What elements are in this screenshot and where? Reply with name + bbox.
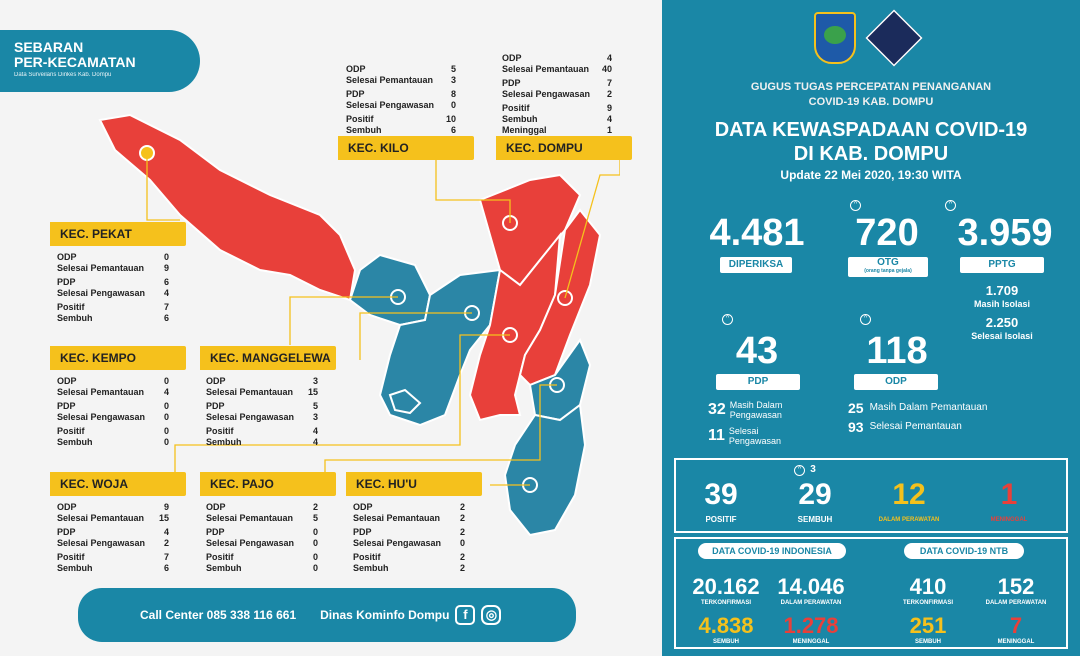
call-center-link[interactable]: Call Center 085 338 116 661 xyxy=(140,608,297,622)
otg-label: OTG (orang tanpa gejala) xyxy=(848,257,928,277)
page-title: DATA KEWASPADAAN COVID-19 DI KAB. DOMPU xyxy=(714,119,1028,165)
positif-value: 39 xyxy=(704,478,738,511)
rawat-label: DALAM PERAWATAN xyxy=(878,517,940,523)
pptg-label: PPTG xyxy=(960,257,1044,273)
diperiksa-label: DIPERIKSA xyxy=(720,257,792,273)
rawat-value: 12 xyxy=(892,478,926,511)
map-woja[interactable] xyxy=(468,231,562,422)
indo-sembuh-value: 4.838 xyxy=(698,613,754,638)
map-island xyxy=(388,388,422,415)
ntb-men-value: 7 xyxy=(1009,613,1023,638)
meninggal-label: MENINGGAL xyxy=(990,517,1028,523)
dinas-label: Dinas Kominfo Dompu xyxy=(320,608,450,622)
map-kempo[interactable] xyxy=(348,253,432,327)
stats-huu: ODP 2 Selesai Pemantauan 2 PDP 2 Selesai Pe… xyxy=(353,502,465,573)
ntb-konf-label: TERKONFIRMASI xyxy=(903,600,953,606)
up-arrow-icon: ^ xyxy=(850,200,861,211)
sembuh-value: 29 xyxy=(798,478,832,511)
meninggal-value: 1 xyxy=(1000,478,1018,511)
ntb-sembuh-label: SEMBUH xyxy=(914,639,941,645)
header-source: Data Surveilans Dinkes Kab. Dompu xyxy=(14,72,112,78)
leader-pekat xyxy=(146,153,180,221)
pptg-value: 3.959 xyxy=(957,212,1053,254)
selesai-isolasi: 2.250 Selesai Isolasi xyxy=(971,315,1033,342)
tab-indonesia[interactable]: DATA COVID-19 INDONESIA xyxy=(698,543,846,559)
tag-pekat[interactable]: KEC. PEKAT xyxy=(50,222,186,246)
header-title-1: SEBARAN xyxy=(14,39,84,55)
pdp-selesai: 11 Selesai Pengawasan xyxy=(708,426,781,446)
indo-rawat-label: DALAM PERAWATAN xyxy=(780,600,842,606)
ntb-konf-value: 410 xyxy=(909,574,947,599)
ntb-men-label: MENINGGAL xyxy=(997,639,1035,645)
task-force-logo xyxy=(865,9,923,67)
stats-pekat: ODP 0 Selesai Pemantauan 9 PDP 6 Selesai Pe… xyxy=(57,252,169,323)
leader-pajo xyxy=(324,384,557,475)
logos xyxy=(814,9,923,68)
leader-kempo xyxy=(289,296,398,345)
stats-kempo: ODP 0 Selesai Pemantauan 4 PDP 0 Selesai Pe… xyxy=(57,376,169,447)
leader-manggelewa xyxy=(359,312,472,360)
up-arrow-icon: ^ xyxy=(722,314,733,325)
update-time: Update 22 Mei 2020, 19:30 WITA xyxy=(780,168,962,182)
tag-dompu[interactable]: KEC. DOMPU xyxy=(496,136,632,160)
stats-kilo: ODP 5 Selesai Pemantauan 3 PDP 8 Selesai Pe… xyxy=(346,64,456,135)
dompu-logo xyxy=(814,12,856,64)
tag-kilo[interactable]: KEC. KILO xyxy=(338,136,474,160)
ntb-rawat-value: 152 xyxy=(997,574,1035,599)
odp-value: 118 xyxy=(866,330,928,372)
isolasi: 1.709 Masih Isolasi xyxy=(973,283,1031,310)
summary-panel: GUGUS TUGAS PERCEPATAN PENANGANAN COVID-… xyxy=(662,0,1080,656)
sembuh-increase: 3 xyxy=(810,464,816,475)
diperiksa-value: 4.481 xyxy=(709,212,805,254)
footer-bar: Call Center 085 338 116 661 Dinas Kominf… xyxy=(78,588,576,642)
map-huu[interactable] xyxy=(503,403,587,537)
stats-manggelewa: ODP 3 Selesai Pemantauan 15 PDP 5 Selesai P… xyxy=(206,376,318,447)
indo-konf-value: 20.162 xyxy=(692,574,760,599)
up-arrow-icon: ^ xyxy=(945,200,956,211)
positif-label: POSITIF xyxy=(705,515,737,524)
indo-men-value: 1.278 xyxy=(783,613,839,638)
otg-value: 720 xyxy=(855,212,919,254)
indo-men-label: MENINGGAL xyxy=(792,639,830,645)
sembuh-label: SEMBUH xyxy=(797,515,833,524)
district-map xyxy=(98,113,620,537)
odp-masih: 25 Masih Dalam Pemantauan xyxy=(848,400,988,416)
facebook-icon[interactable]: f xyxy=(455,605,476,625)
stats-pajo: ODP 2 Selesai Pemantauan 5 PDP 0 Selesai Pe… xyxy=(206,502,318,573)
pdp-label: PDP xyxy=(716,374,800,390)
org-name: GUGUS TUGAS PERCEPATAN PENANGANAN COVID-… xyxy=(750,81,992,108)
odp-label: ODP xyxy=(854,374,938,390)
pdp-value: 43 xyxy=(735,330,779,372)
national-box: DATA COVID-19 INDONESIA DATA COVID-19 NT… xyxy=(674,537,1068,649)
tag-woja[interactable]: KEC. WOJA xyxy=(50,472,186,496)
tab-ntb[interactable]: DATA COVID-19 NTB xyxy=(904,543,1024,559)
odp-selesai: 93 Selesai Pemantauan xyxy=(848,419,962,435)
up-arrow-icon: ^ xyxy=(794,465,805,476)
tag-huu[interactable]: KEC. HU'U xyxy=(346,472,482,496)
indo-sembuh-label: SEMBUH xyxy=(712,639,739,645)
leader-woja xyxy=(174,334,510,475)
stats-woja: ODP 9 Selesai Pemantauan 15 PDP 4 Selesai P… xyxy=(57,502,169,573)
instagram-icon[interactable]: ◎ xyxy=(481,605,502,625)
leader-dompu xyxy=(564,155,620,299)
indo-konf-label: TERKONFIRMASI xyxy=(701,600,751,606)
pdp-masih: 32 Masih Dalam Pengawasan xyxy=(708,400,783,420)
leader-kilo xyxy=(435,155,511,223)
up-arrow-icon: ^ xyxy=(860,314,871,325)
header-title-2: PER-KECAMATAN xyxy=(14,54,136,70)
ntb-sembuh-value: 251 xyxy=(909,613,947,638)
district-panel: SEBARAN PER-KECAMATAN Data Surveilans Di… xyxy=(0,30,632,642)
stats-dompu: ODP 4 Selesai Pemantauan 40 PDP 7 Selesai P… xyxy=(502,53,612,135)
confirmed-box: 39 POSITIF ^ 3 29 SEMBUH 12 DALAM PERAWA… xyxy=(674,458,1068,533)
ntb-rawat-label: DALAM PERAWATAN xyxy=(985,600,1047,606)
indo-rawat-value: 14.046 xyxy=(777,574,845,599)
tag-pajo[interactable]: KEC. PAJO xyxy=(200,472,336,496)
tag-manggelewa[interactable]: KEC. MANGGELEWA xyxy=(200,346,336,370)
tag-kempo[interactable]: KEC. KEMPO xyxy=(50,346,186,370)
section-header: SEBARAN PER-KECAMATAN Data Surveilans Di… xyxy=(0,30,200,92)
